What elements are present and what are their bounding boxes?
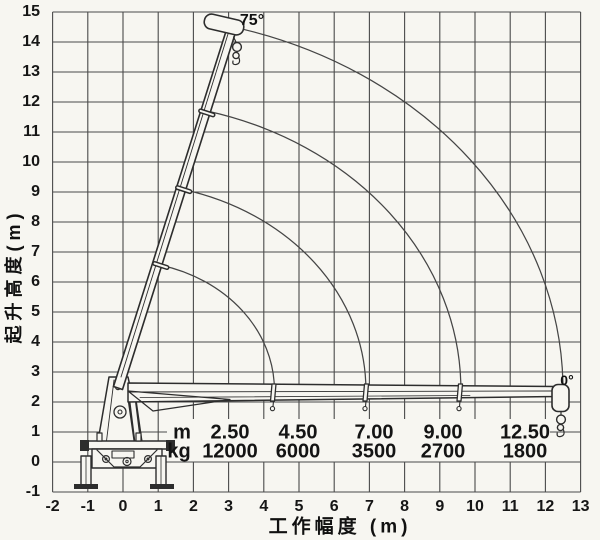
y-tick-label: -1 bbox=[25, 483, 40, 500]
reach-arc bbox=[160, 264, 276, 390]
boom-horizontal bbox=[127, 382, 557, 403]
boom-tip-head bbox=[551, 383, 570, 413]
reach-arc bbox=[206, 110, 462, 390]
x-tick-label: 13 bbox=[571, 498, 590, 515]
boom-75 bbox=[112, 13, 245, 391]
load-table-value: 7.00 bbox=[354, 421, 394, 444]
y-tick-label: 2 bbox=[31, 393, 40, 410]
y-tick-label: 1 bbox=[31, 423, 40, 440]
load-table-value: 2700 bbox=[420, 440, 466, 463]
boom-section-collar bbox=[456, 383, 464, 412]
y-tick-label: 3 bbox=[31, 363, 40, 380]
x-tick-label: 9 bbox=[435, 498, 445, 515]
load-table-value: 6000 bbox=[275, 440, 321, 463]
y-tick-label: 11 bbox=[23, 123, 40, 140]
load-table-value: 2.50 bbox=[210, 421, 250, 444]
y-tick-label: 6 bbox=[31, 273, 40, 290]
x-tick-label: 6 bbox=[329, 498, 339, 515]
table-backdrop bbox=[167, 419, 550, 462]
x-tick-label: 8 bbox=[400, 498, 410, 515]
x-axis-title: 工作幅度 (m) bbox=[268, 516, 412, 538]
x-tick-label: 3 bbox=[224, 498, 234, 515]
load-table-value: 12000 bbox=[202, 440, 258, 463]
load-table-row-label: m bbox=[173, 421, 191, 444]
x-tick-label: -1 bbox=[80, 498, 95, 515]
y-tick-label: 12 bbox=[22, 93, 40, 110]
load-table-value: 12.50 bbox=[499, 421, 551, 444]
y-tick-label: 9 bbox=[31, 183, 40, 200]
hook-icon-tip bbox=[555, 410, 567, 438]
hook-icon-75 bbox=[231, 36, 243, 66]
load-table-value: 4.50 bbox=[278, 421, 318, 444]
crane-illustration bbox=[74, 13, 570, 489]
x-tick-label: 5 bbox=[294, 498, 304, 515]
y-tick-label: 7 bbox=[31, 243, 40, 260]
y-tick-label: 5 bbox=[31, 303, 40, 320]
reach-arc bbox=[183, 188, 367, 390]
y-tick-label: 0 bbox=[31, 453, 40, 470]
load-table-value: 9.00 bbox=[423, 421, 463, 444]
x-tick-label: 10 bbox=[466, 498, 484, 515]
y-tick-label: 15 bbox=[22, 3, 40, 20]
boom-section-collar bbox=[269, 383, 277, 412]
y-tick-label: 14 bbox=[22, 33, 40, 50]
x-tick-label: 7 bbox=[364, 498, 374, 515]
load-table-value: 3500 bbox=[351, 440, 397, 463]
boom-max-angle-label: 75° bbox=[239, 12, 265, 29]
y-tick-label: 13 bbox=[22, 63, 40, 80]
x-tick-label: 12 bbox=[536, 498, 555, 515]
x-tick-label: 4 bbox=[259, 498, 269, 515]
x-tick-label: 11 bbox=[501, 498, 519, 515]
y-axis-title: 起升高度(m) bbox=[4, 208, 24, 344]
load-table-row-label: kg bbox=[167, 440, 191, 463]
load-table-value: 1800 bbox=[502, 440, 548, 463]
x-tick-label: 1 bbox=[153, 498, 163, 515]
boom-min-angle-label: 0° bbox=[560, 372, 574, 388]
y-tick-label: 10 bbox=[22, 153, 40, 170]
x-tick-label: -2 bbox=[45, 498, 60, 515]
y-tick-label: 8 bbox=[31, 213, 40, 230]
boom-75-collars bbox=[152, 108, 216, 270]
x-tick-label: 0 bbox=[118, 498, 128, 515]
outrigger-leg-right bbox=[150, 455, 174, 489]
reach-arc bbox=[232, 26, 564, 390]
x-tick-label: 2 bbox=[188, 498, 198, 515]
boom-root-bracket bbox=[127, 390, 231, 412]
outrigger-base bbox=[74, 432, 175, 489]
outrigger-leg-left bbox=[74, 455, 98, 489]
y-tick-label: 4 bbox=[31, 333, 40, 350]
boom-section-collar bbox=[362, 383, 370, 412]
